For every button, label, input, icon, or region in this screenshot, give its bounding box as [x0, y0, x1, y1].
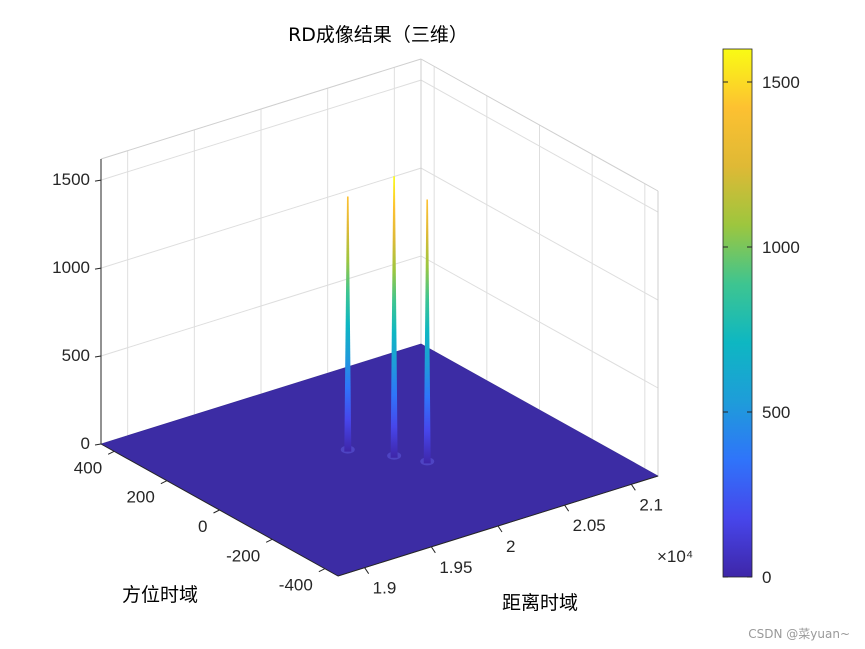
y-tick-label: 200: [126, 488, 154, 507]
y-tick-labels: 400 200 0 -200 -400: [74, 458, 313, 594]
y-axis-label: 方位时域: [122, 584, 198, 606]
x-tick-label: 2: [506, 537, 515, 556]
y-tick-label: -400: [279, 576, 313, 595]
colorbar-tick-label: 1000: [762, 238, 800, 257]
x-axis-label: 距离时域: [502, 592, 578, 614]
colorbar-tick-label: 1500: [762, 73, 800, 92]
x-exponent: ×10⁴: [657, 547, 693, 566]
z-tick-label: 500: [62, 346, 90, 365]
y-tick-label: -200: [226, 546, 260, 565]
colorbar-tick-label: 0: [762, 568, 771, 587]
z-tick-labels: 0 500 1000 1500: [52, 170, 90, 453]
colorbar-ticks: 0 500 1000 1500: [723, 73, 800, 587]
x-tick-label: 2.1: [639, 495, 663, 514]
chart-title: RD成像结果（三维）: [288, 24, 468, 46]
z-tick-label: 1000: [52, 258, 90, 277]
peaks: [340, 176, 435, 466]
peak-2: [387, 176, 402, 460]
x-tick-label: 2.05: [573, 516, 606, 535]
surface-floor: [100, 343, 659, 577]
axes: [94, 159, 659, 577]
colorbar: [722, 48, 753, 578]
x-tick-label: 1.9: [373, 579, 397, 598]
z-tick-label: 1500: [52, 170, 90, 189]
x-tick-labels: 1.9 1.95 2 2.05 2.1: [373, 495, 663, 597]
colorbar-tick-label: 500: [762, 403, 790, 422]
x-tick-label: 1.95: [439, 558, 472, 577]
peak-1: [340, 196, 355, 454]
y-tick-label: 0: [198, 517, 207, 536]
z-tick-label: 0: [81, 434, 90, 453]
y-tick-label: 400: [74, 458, 102, 477]
watermark: CSDN @菜yuan~: [748, 627, 850, 641]
peak-3: [420, 199, 435, 466]
